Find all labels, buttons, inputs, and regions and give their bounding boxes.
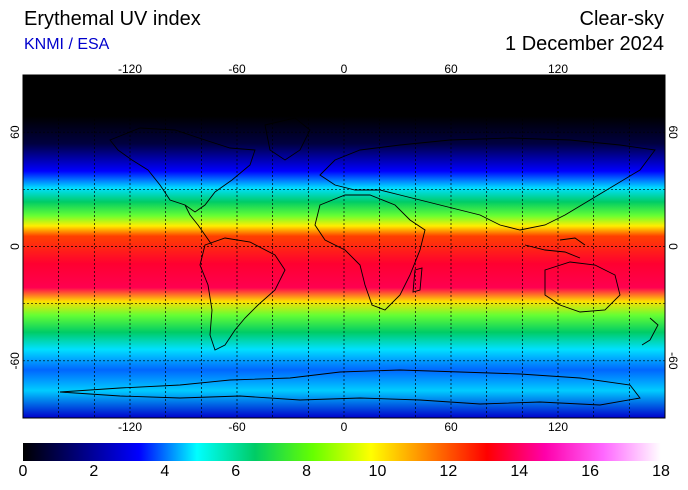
- lat-tick-label: -60: [8, 352, 22, 370]
- lon-tick-label: 60: [444, 62, 458, 76]
- colorbar-label: 16: [581, 463, 600, 480]
- lon-tick-label: 0: [341, 420, 348, 434]
- greenland-outline: [264, 117, 311, 161]
- eurasia-outline: [319, 137, 656, 231]
- lat-tick-label: 60: [8, 125, 22, 139]
- colorbar-label: 8: [302, 463, 311, 480]
- lon-tick-label: 0: [341, 62, 348, 76]
- lat-tick-label: 0: [666, 243, 680, 250]
- colorbar-label: 14: [510, 463, 529, 480]
- north-america-outline: [109, 127, 256, 213]
- graticule: [23, 75, 665, 418]
- lon-tick-label: -60: [228, 62, 246, 76]
- lon-tick-label: -120: [118, 62, 142, 76]
- lon-tick-label: -120: [118, 420, 142, 434]
- colorbar-label: 4: [160, 463, 170, 480]
- map-frame: [22, 74, 666, 419]
- sky-condition: Clear-sky: [579, 8, 664, 30]
- colorbar-label: 2: [89, 463, 99, 480]
- date-label: 1 December 2024: [505, 33, 664, 55]
- lon-tick-label: 120: [548, 420, 568, 434]
- landmasses: [59, 117, 659, 406]
- lat-tick-label: 60: [666, 125, 680, 139]
- lon-ticks-bottom: -120 -60 0 60 120: [118, 420, 568, 434]
- colorbar-label: 18: [652, 463, 670, 480]
- africa-outline: [314, 194, 426, 311]
- colorbar-label: 10: [368, 463, 387, 480]
- lon-tick-label: 60: [444, 420, 458, 434]
- lat-ticks-right: 60 0 -60: [666, 125, 680, 369]
- madagascar-outline: [412, 267, 423, 293]
- colorbar-label: 12: [439, 463, 458, 480]
- lon-tick-label: -60: [228, 420, 246, 434]
- lat-ticks-left: 60 0 -60: [8, 125, 22, 369]
- central-america-outline: [184, 204, 213, 246]
- lon-tick-label: 120: [548, 62, 568, 76]
- map-title: Erythemal UV index: [24, 8, 201, 30]
- colorbar-label: 0: [18, 463, 28, 480]
- credit-text: KNMI / ESA: [24, 36, 110, 53]
- lat-tick-label: 0: [8, 243, 22, 250]
- south-america-outline: [199, 237, 286, 351]
- lon-ticks-top: -120 -60 0 60 120: [118, 62, 568, 76]
- new-zealand-outline: [641, 317, 659, 346]
- lat-tick-label: -60: [666, 352, 680, 370]
- indonesia-outline: [524, 237, 586, 259]
- colorbar-label: 6: [231, 463, 241, 480]
- australia-outline: [544, 261, 621, 313]
- antarctica-outline: [59, 369, 641, 406]
- colorbar: [23, 443, 661, 461]
